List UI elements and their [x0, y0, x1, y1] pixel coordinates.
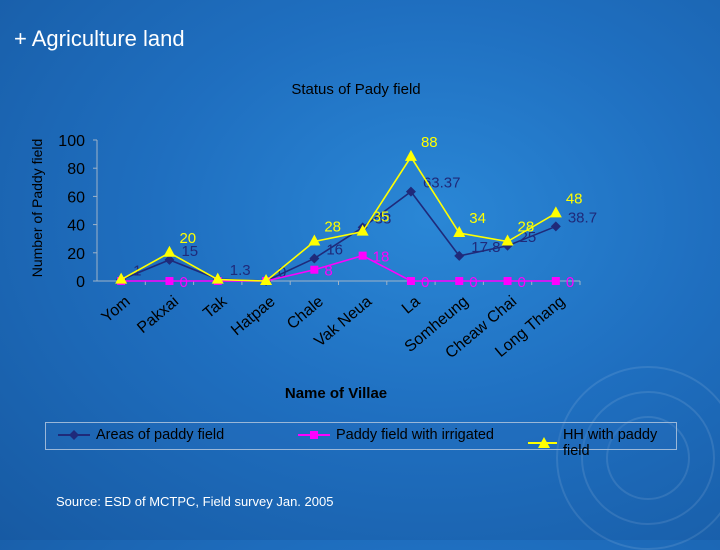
legend-label: Areas of paddy field — [96, 427, 225, 443]
x-tick-label: Pakxai — [134, 293, 182, 337]
legend-label: Paddy field with irrigated — [336, 427, 494, 443]
y-tick-label: 20 — [67, 246, 85, 263]
x-tick-label: La — [399, 293, 424, 318]
data-label: 15 — [181, 243, 198, 260]
y-tick-label: 80 — [67, 161, 85, 178]
square-marker-icon — [298, 431, 330, 439]
data-label: 28 — [518, 219, 535, 236]
data-label: 38 — [375, 210, 392, 227]
x-tick-label: Yom — [99, 293, 134, 326]
data-label: 0 — [469, 274, 477, 291]
data-point — [163, 245, 176, 257]
data-label: 16 — [326, 241, 343, 258]
ripple-decoration — [606, 416, 690, 500]
x-tick-label: Hatpae — [228, 293, 279, 339]
data-point — [404, 149, 417, 161]
data-point — [115, 272, 128, 284]
series-line — [120, 155, 557, 282]
data-label: 20 — [179, 230, 196, 247]
paddy-line-chart: Status of Pady field Number of Paddy fie… — [29, 81, 597, 402]
slide-heading: + Agriculture land — [14, 26, 185, 51]
series-line — [121, 254, 556, 282]
x-tick-label: Tak — [200, 292, 231, 322]
data-point — [454, 250, 465, 261]
data-label: 28 — [324, 219, 341, 236]
data-label: 18 — [373, 249, 390, 266]
data-point — [455, 277, 464, 285]
source-note: Source: ESD of MCTPC, Field survey Jan. … — [56, 494, 334, 509]
data-label: 0 — [179, 274, 187, 291]
data-label: 0 — [421, 274, 429, 291]
triangle-marker-icon — [528, 437, 557, 448]
data-label: 17.8 — [471, 239, 500, 256]
y-axis-label: Number of Paddy field — [29, 139, 45, 278]
data-label: 0 — [518, 274, 526, 291]
data-label: 35 — [373, 209, 390, 226]
series-2: 20 28 35 88 34 28 48 — [115, 134, 583, 285]
diamond-marker-icon — [58, 430, 90, 440]
data-label: 0 — [278, 264, 286, 281]
data-point — [164, 254, 175, 265]
data-point — [501, 234, 514, 246]
data-point — [453, 226, 466, 238]
data-point — [260, 274, 273, 285]
data-point — [549, 206, 562, 218]
data-point — [309, 253, 320, 264]
series-line — [120, 190, 557, 282]
legend-label: HH with paddy field — [562, 427, 658, 459]
y-tick-label: 100 — [58, 133, 85, 150]
data-point — [503, 277, 512, 285]
data-label: 1.3 — [230, 262, 251, 279]
data-point — [406, 277, 415, 285]
legend-item-areas: Areas of paddy field — [58, 427, 224, 443]
data-label: 88 — [421, 134, 438, 151]
chart-legend: Areas of paddy field Paddy field with ir… — [45, 422, 677, 459]
data-point — [550, 221, 561, 232]
series-1: 0 8 18 0 0 0 0 — [117, 249, 574, 291]
data-label: 63.37 — [423, 175, 461, 192]
y-tick-label: 0 — [76, 274, 85, 291]
legend-item-irrigated: Paddy field with irrigated — [298, 427, 494, 443]
data-label: 48 — [566, 190, 583, 207]
data-point — [211, 272, 224, 284]
data-label: 34 — [469, 210, 486, 227]
ripple-decoration — [581, 391, 715, 525]
x-axis-label: Name of Villae — [285, 385, 387, 402]
y-tick-label: 60 — [67, 189, 85, 206]
data-point — [358, 251, 367, 260]
data-point — [310, 265, 319, 274]
data-point — [356, 224, 369, 236]
data-point — [405, 186, 416, 197]
data-label: 8 — [324, 263, 332, 280]
legend-item-households: HH with paddy field — [528, 427, 676, 459]
data-point — [551, 277, 560, 285]
data-point — [308, 234, 321, 246]
data-label: 38.7 — [568, 209, 597, 226]
x-tick-label: Chale — [284, 293, 327, 333]
data-label: 0 — [566, 274, 574, 291]
data-point — [165, 277, 174, 285]
chart-title: Status of Pady field — [291, 81, 420, 98]
y-tick-label: 40 — [67, 218, 85, 235]
